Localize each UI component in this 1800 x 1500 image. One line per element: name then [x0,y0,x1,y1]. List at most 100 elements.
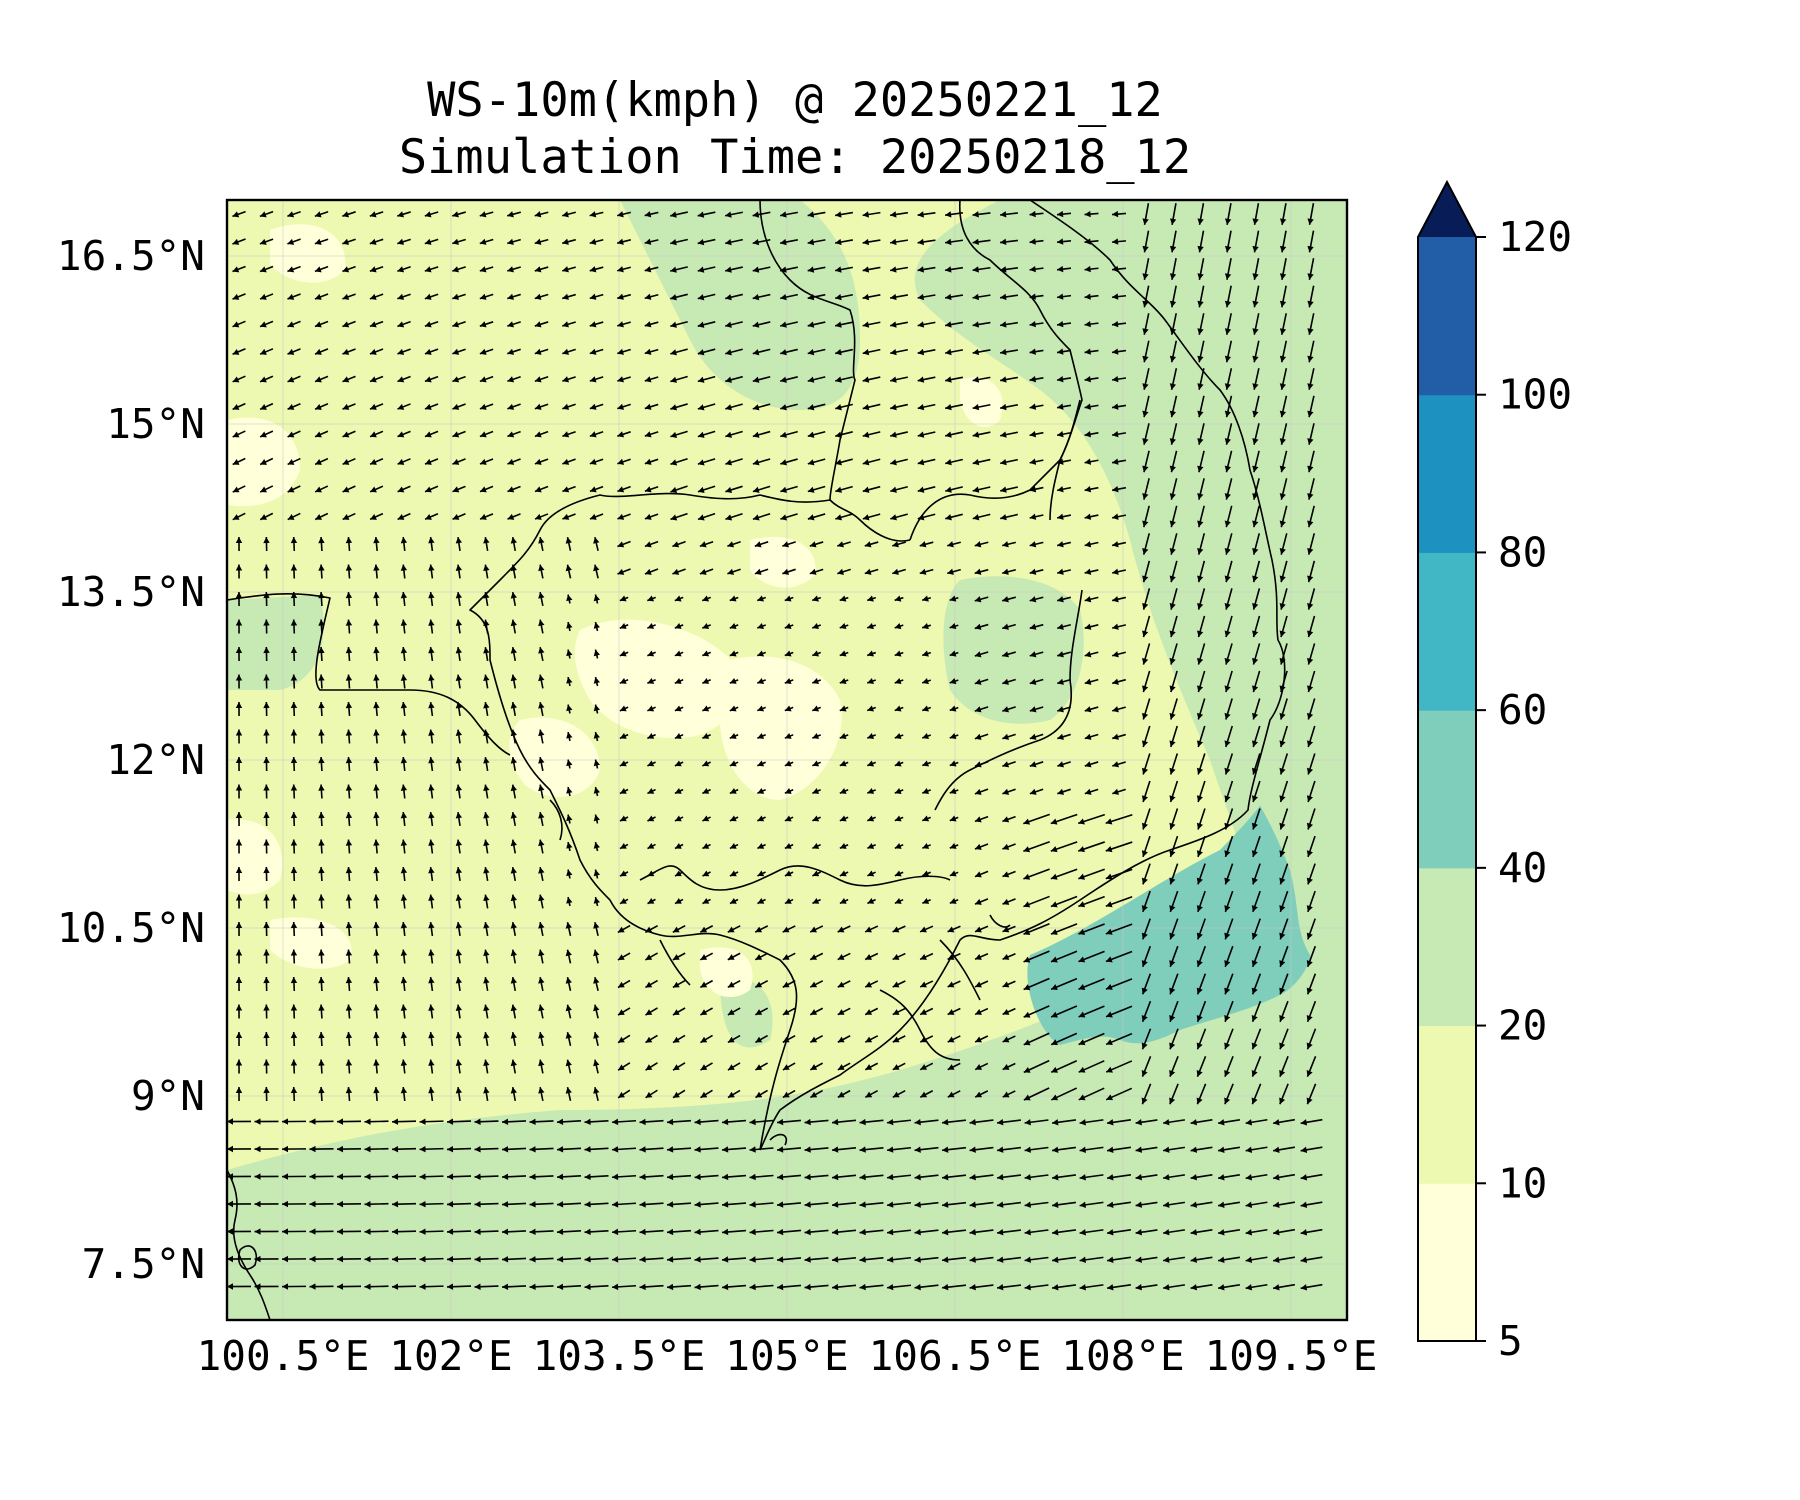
wind-arrow-head [644,348,652,355]
wind-arrow-head [942,1228,949,1236]
wind-arrow-head [1224,1042,1231,1050]
wind-arrow-head [862,514,870,521]
wind-arrow-head [507,211,514,218]
wind-arrow-head [452,321,460,328]
wind-arrow-head [232,321,240,328]
wind-arrow-head [867,870,875,877]
wind-arrow-head [949,623,957,630]
wind-arrow-head [835,431,842,438]
wind-arrow-head [510,564,517,572]
wind-arrow-head [1052,1284,1059,1291]
wind-arrow-head [1169,438,1176,445]
wind-arrow-head [337,1255,344,1263]
wind-arrow-head [1112,320,1119,328]
wind-arrow-head [318,647,325,654]
wind-arrow-head [480,513,487,520]
wind-arrow-head [455,812,463,819]
wind-arrow-head [534,266,542,273]
wind-arrow-head [749,1201,756,1208]
wind-arrow-head [667,1228,674,1236]
wind-arrow-head [617,266,624,273]
wind-arrow-head [922,705,929,712]
wind-arrow-head [254,1255,261,1263]
wind-arrow-head [1052,1201,1059,1208]
wind-arrow-head [1197,383,1204,390]
wind-arrow-head [593,732,600,739]
wind-arrow-head [917,376,925,383]
wind-arrow-head [914,1283,921,1291]
wind-arrow-head [373,702,380,709]
wind-arrow-head [1224,273,1232,280]
wind-arrow-head [1273,1256,1280,1263]
wind-arrow-head [892,1036,900,1043]
wind-arrow-head [1057,761,1065,768]
wind-arrow-head [617,568,625,575]
wind-arrow-head [1224,630,1231,638]
wind-arrow-head [282,1200,289,1208]
wind-arrow-head [807,321,815,328]
wind-arrow-head [566,842,573,849]
wind-arrow-head [1279,520,1286,528]
colorbar-segment [1418,867,1476,1027]
wind-arrow-head [1002,926,1010,933]
wind-arrow-head [887,1146,894,1153]
wind-arrow-head [1029,733,1037,740]
wind-arrow-head [949,897,957,904]
wind-arrow-head [1169,383,1177,390]
wind-arrow-head [1057,651,1064,658]
wind-arrow-head [862,266,870,273]
wind-arrow-head [483,812,490,819]
wind-arrow-head [370,403,377,410]
wind-arrow-head [232,486,240,493]
wind-arrow-head [593,677,600,684]
wind-arrow-head [674,732,682,739]
wind-arrow-head [1141,960,1148,967]
x-tick-label: 100.5°E [197,1332,370,1380]
wind-arrow-head [809,568,817,575]
wind-arrow-head [920,953,927,960]
wind-arrow-head [419,1255,426,1263]
wind-arrow-head [947,1064,955,1070]
wind-arrow-head [538,674,545,682]
wind-arrow-head [1142,328,1149,335]
wind-arrow-head [566,897,573,904]
wind-arrow-head [397,513,405,520]
wind-arrow-head [337,1173,344,1180]
wind-arrow-head [757,760,765,767]
wind-arrow-head [702,622,710,629]
wind-arrow-head [290,702,298,709]
wind-arrow-head [729,732,737,739]
wind-arrow-head [697,486,705,493]
wind-arrow-head [510,839,517,847]
wind-arrow-head [1079,1256,1086,1263]
wind-arrow-head [593,787,600,794]
wind-arrow-head [369,293,377,300]
wind-arrow-head [752,514,760,521]
wind-arrow-head [644,211,652,218]
wind-arrow-head [502,1146,509,1153]
wind-arrow-head [1112,623,1119,630]
wind-arrow-head [452,513,460,520]
wind-arrow-head [584,1283,591,1291]
wind-arrow-head [617,431,625,438]
wind-arrow-head [945,459,952,466]
wind-arrow-head [1197,630,1204,638]
wind-arrow-head [373,729,380,736]
wind-arrow-head [1051,1066,1059,1073]
wind-arrow-head [619,622,627,629]
wind-arrow-head [1079,1146,1086,1153]
wind-arrow-head [345,1032,353,1039]
wind-arrow-head [974,733,982,740]
wind-arrow-head [589,431,597,438]
wind-arrow-head [369,348,377,355]
wind-arrow-head [894,595,902,602]
wind-arrow-head [287,293,295,300]
wind-arrow-head [1024,1146,1031,1153]
wind-arrow-head [235,812,243,819]
wind-arrow-head [314,266,322,273]
wind-arrow-head [400,1059,408,1066]
wind-arrow-head [455,949,463,956]
wind-arrow-head [729,650,737,657]
wind-arrow-head [314,293,322,300]
wind-arrow-head [975,981,982,988]
